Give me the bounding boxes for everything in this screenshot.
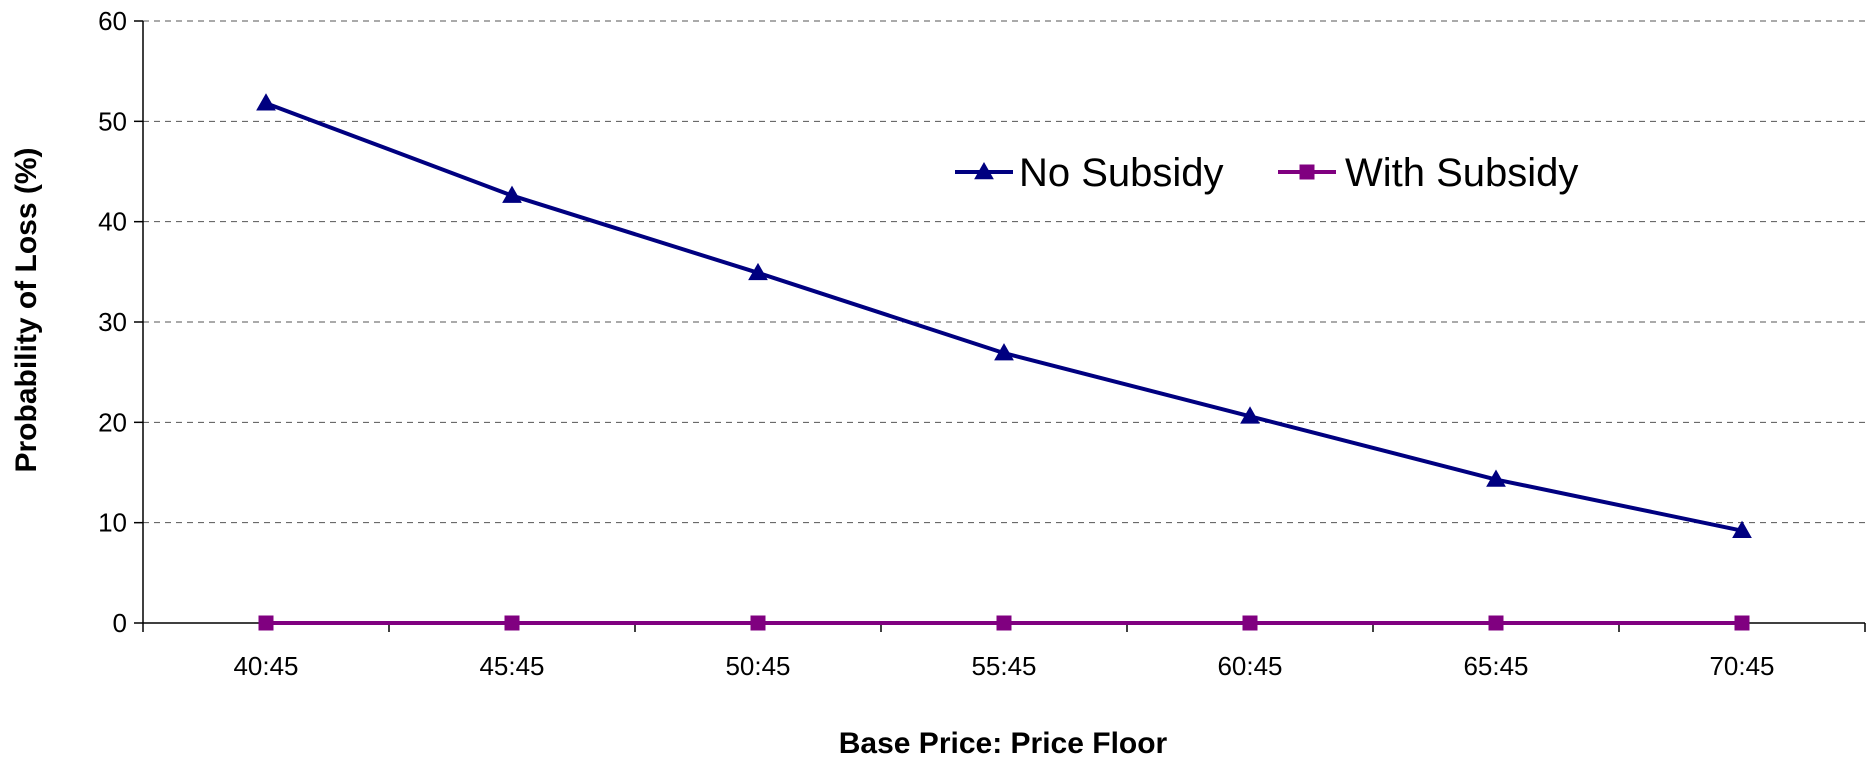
y-tick-label: 40 [98,207,127,237]
x-tick-label: 55:45 [971,651,1036,681]
y-tick-label: 30 [98,307,127,337]
axes: 0 10 20 30 40 50 60 40:45 45:45 50:45 55:45 60:45 65… [98,6,1866,681]
data-point [1240,406,1260,424]
series-lines [256,93,1752,631]
y-tick-label: 0 [113,608,127,638]
data-point [504,615,520,631]
data-point [996,615,1012,631]
x-tick-label: 65:45 [1463,651,1528,681]
legend-marker [1299,164,1315,180]
y-tick-label: 20 [98,407,127,437]
data-point [1734,615,1750,631]
data-point [258,615,274,631]
data-point [1242,615,1258,631]
data-point [1488,615,1504,631]
data-point [502,185,522,203]
x-tick-label: 40:45 [233,651,298,681]
x-tick-label: 70:45 [1709,651,1774,681]
x-tick-label: 60:45 [1217,651,1282,681]
x-tick-label: 45:45 [479,651,544,681]
y-tick-label: 50 [98,106,127,136]
x-axis-title: Base Price: Price Floor [839,727,1168,758]
data-point [1486,469,1506,487]
x-tick-label: 50:45 [725,651,790,681]
data-point [994,343,1014,361]
data-point [750,615,766,631]
legend-marker [974,161,994,180]
y-tick-label: 60 [98,6,127,36]
data-point [748,262,768,281]
legend: No Subsidy With Subsidy [955,151,1578,195]
data-point [1732,520,1752,538]
gridlines [143,20,1865,524]
legend-label: No Subsidy [1019,151,1224,195]
data-point [256,93,276,111]
y-axis-title: Probability of Loss (%) [10,147,43,472]
y-tick-label: 10 [98,508,127,538]
legend-label: With Subsidy [1345,151,1578,195]
